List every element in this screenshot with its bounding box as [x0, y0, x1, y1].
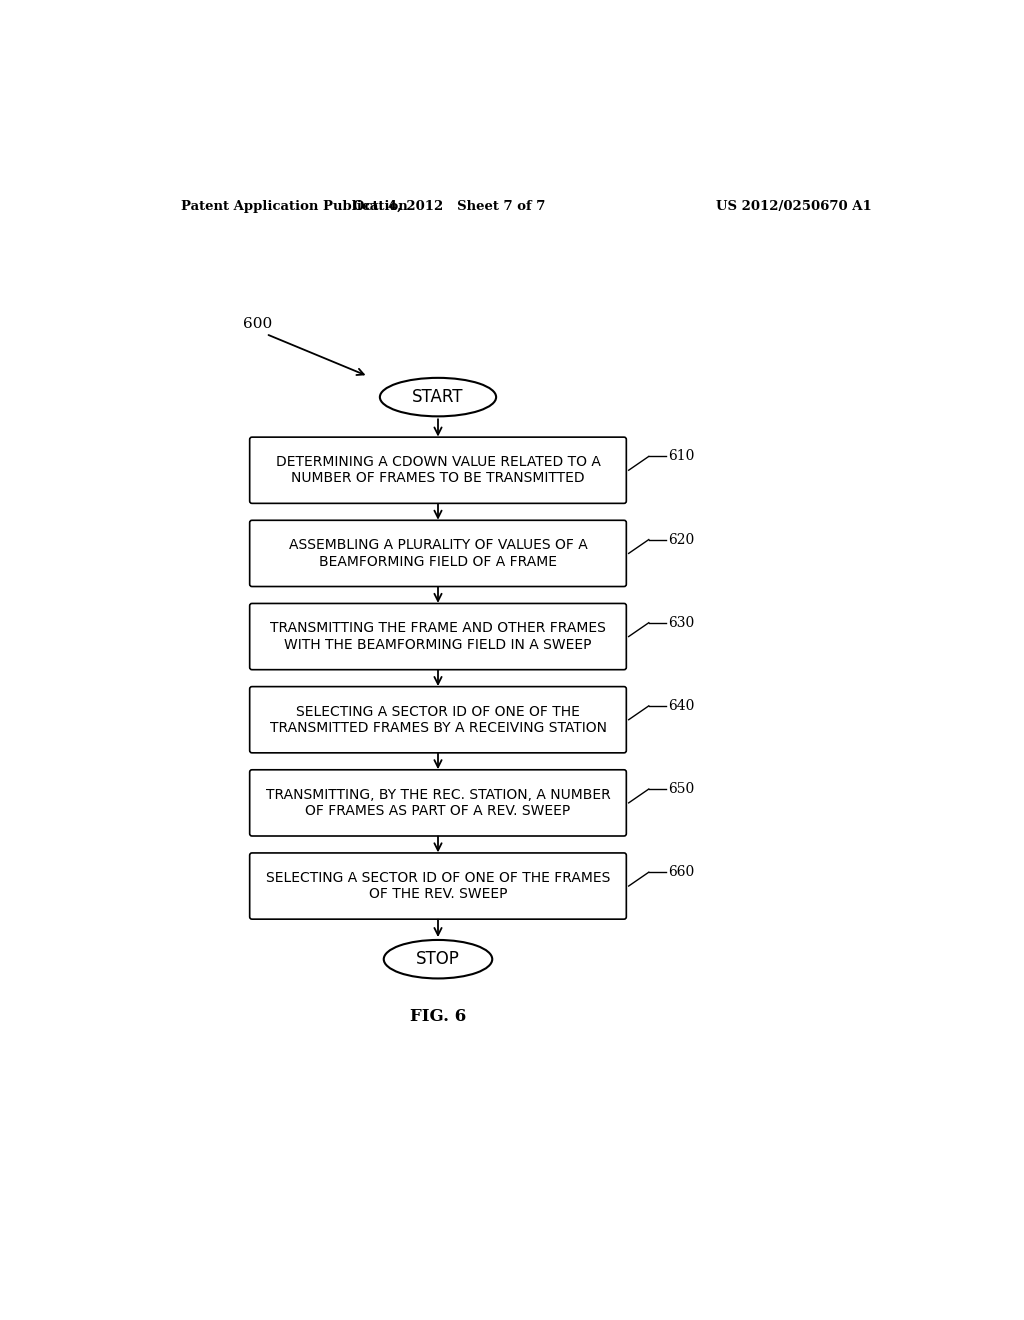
Text: TRANSMITTING, BY THE REC. STATION, A NUMBER
OF FRAMES AS PART OF A REV. SWEEP: TRANSMITTING, BY THE REC. STATION, A NUM…: [265, 788, 610, 818]
Text: Oct. 4, 2012   Sheet 7 of 7: Oct. 4, 2012 Sheet 7 of 7: [353, 199, 546, 213]
FancyBboxPatch shape: [250, 770, 627, 836]
Text: US 2012/0250670 A1: US 2012/0250670 A1: [716, 199, 872, 213]
FancyBboxPatch shape: [250, 520, 627, 586]
Text: 610: 610: [669, 449, 694, 463]
Text: SELECTING A SECTOR ID OF ONE OF THE FRAMES
OF THE REV. SWEEP: SELECTING A SECTOR ID OF ONE OF THE FRAM…: [266, 871, 610, 902]
Text: 660: 660: [669, 865, 694, 879]
Text: DETERMINING A CDOWN VALUE RELATED TO A
NUMBER OF FRAMES TO BE TRANSMITTED: DETERMINING A CDOWN VALUE RELATED TO A N…: [275, 455, 600, 486]
Text: Patent Application Publication: Patent Application Publication: [180, 199, 408, 213]
Text: SELECTING A SECTOR ID OF ONE OF THE
TRANSMITTED FRAMES BY A RECEIVING STATION: SELECTING A SECTOR ID OF ONE OF THE TRAN…: [269, 705, 606, 735]
FancyBboxPatch shape: [250, 853, 627, 919]
Text: 600: 600: [243, 317, 272, 331]
Text: STOP: STOP: [416, 950, 460, 968]
Text: 650: 650: [669, 781, 694, 796]
Text: TRANSMITTING THE FRAME AND OTHER FRAMES
WITH THE BEAMFORMING FIELD IN A SWEEP: TRANSMITTING THE FRAME AND OTHER FRAMES …: [270, 622, 606, 652]
FancyBboxPatch shape: [250, 686, 627, 752]
FancyBboxPatch shape: [250, 437, 627, 503]
Text: 620: 620: [669, 532, 694, 546]
Text: 630: 630: [669, 615, 694, 630]
FancyBboxPatch shape: [250, 603, 627, 669]
Text: ASSEMBLING A PLURALITY OF VALUES OF A
BEAMFORMING FIELD OF A FRAME: ASSEMBLING A PLURALITY OF VALUES OF A BE…: [289, 539, 588, 569]
Text: FIG. 6: FIG. 6: [410, 1008, 466, 1026]
Text: 640: 640: [669, 698, 694, 713]
Text: START: START: [413, 388, 464, 407]
